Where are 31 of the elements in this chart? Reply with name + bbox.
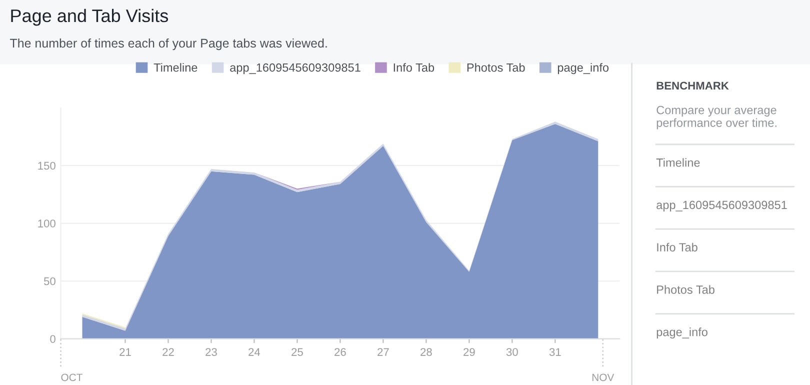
legend-label: page_info bbox=[558, 63, 609, 74]
text: Photos Tab bbox=[657, 285, 714, 294]
x-tick-label: 27 bbox=[378, 348, 389, 356]
legend-label: Photos Tab bbox=[467, 63, 525, 72]
y-tick-label: 150 bbox=[38, 162, 56, 170]
y-tick-label: 50 bbox=[44, 277, 56, 286]
x-tick-label: 30 bbox=[506, 348, 518, 356]
chart-title: Page and Tab Visits bbox=[11, 8, 168, 26]
legend-label: app_1609545609309851 bbox=[230, 63, 360, 74]
x-tick-label: 28 bbox=[420, 348, 432, 356]
x-tick-label: 22 bbox=[162, 348, 174, 356]
text: Timeline bbox=[656, 158, 700, 167]
x-tick-label: 25 bbox=[292, 348, 303, 356]
x-tick-label: 24 bbox=[248, 348, 260, 356]
x-tick-label: 23 bbox=[206, 348, 217, 356]
text: app_1609545609309851 bbox=[656, 200, 787, 212]
legend-label: Info Tab bbox=[394, 63, 434, 72]
text: page_info bbox=[656, 328, 708, 339]
x-tick-label: 31 bbox=[549, 348, 561, 356]
x-tick-label: 21 bbox=[120, 348, 131, 356]
x-tick-label: 26 bbox=[334, 348, 346, 356]
text: BENCHMARK bbox=[656, 82, 729, 90]
y-tick-label: 100 bbox=[38, 220, 56, 228]
text: NOV bbox=[592, 374, 614, 382]
y-tick-label: 0 bbox=[50, 335, 56, 343]
chart-subtitle: The number of times each of your Page tabs was viewed. bbox=[10, 38, 327, 50]
text: OCT bbox=[61, 374, 82, 382]
x-tick-label: 29 bbox=[464, 348, 475, 356]
text: Compare your average performance over time. bbox=[656, 106, 776, 130]
legend-label: Timeline bbox=[154, 63, 198, 72]
text: Info Tab bbox=[657, 242, 698, 252]
